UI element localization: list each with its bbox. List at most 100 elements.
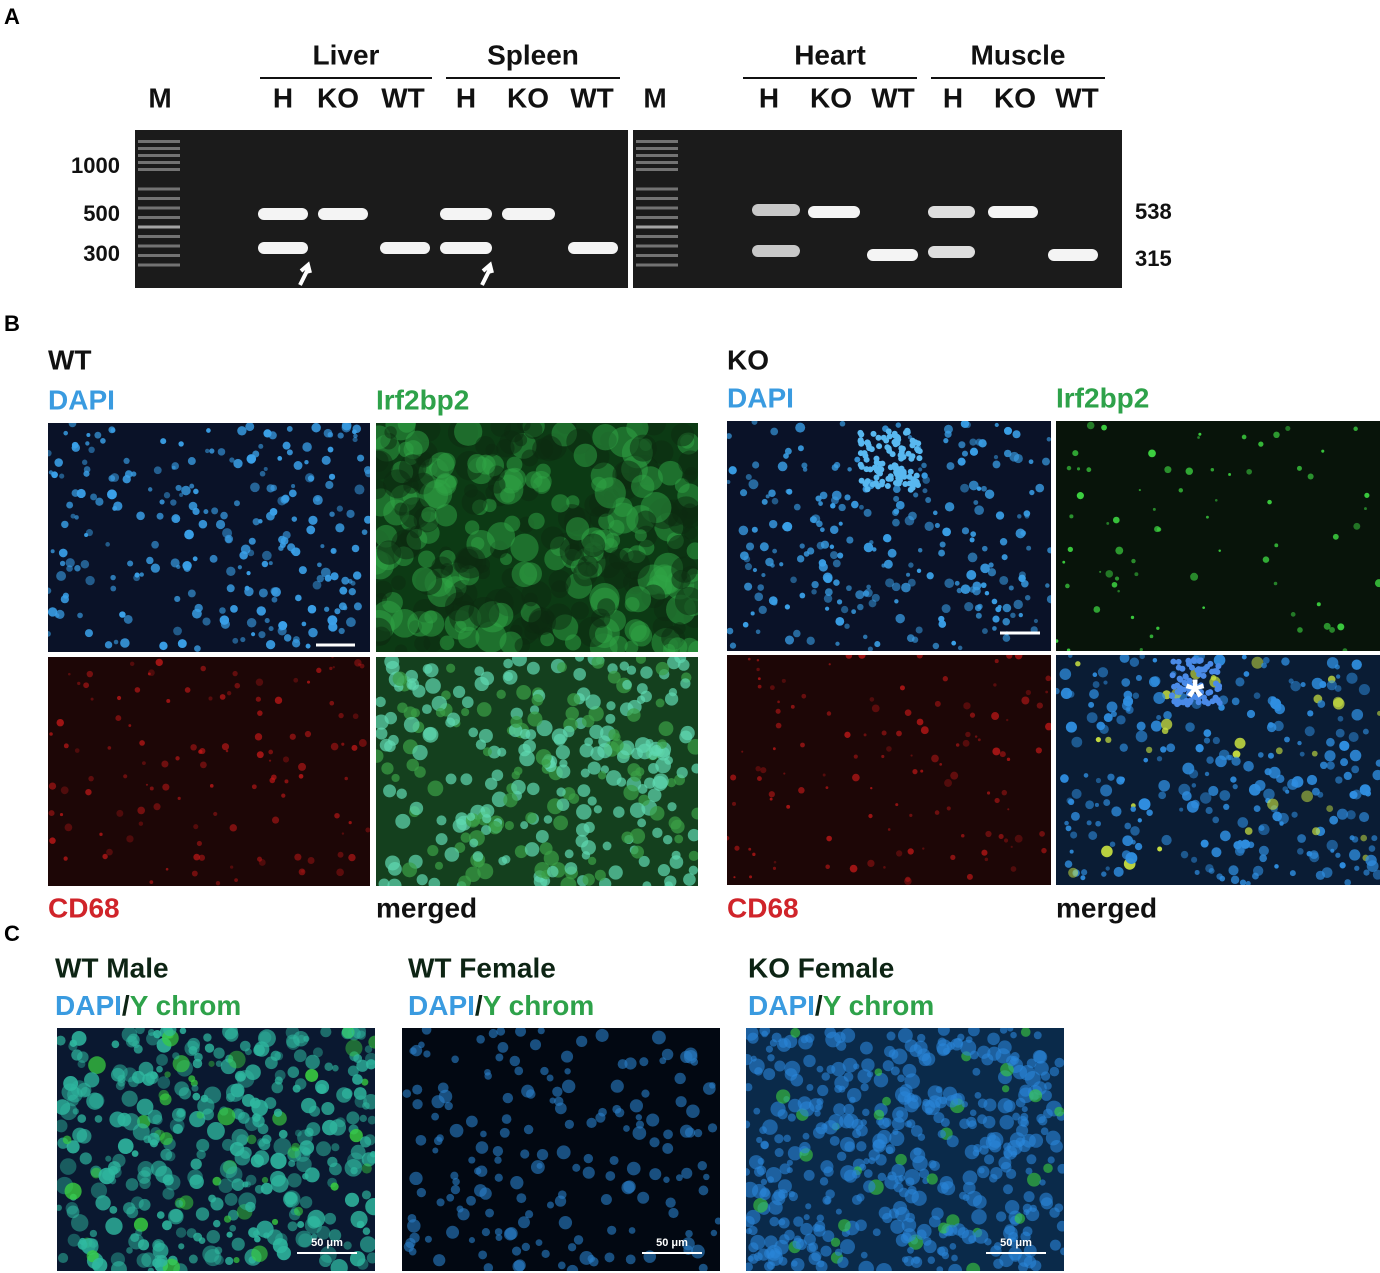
cell xyxy=(1007,808,1010,811)
cell xyxy=(558,1215,573,1230)
ladder-band xyxy=(138,161,180,164)
cell xyxy=(48,782,57,790)
cell xyxy=(1203,737,1211,744)
cell xyxy=(778,1217,790,1229)
cell xyxy=(67,1233,81,1247)
cell xyxy=(917,1048,931,1062)
cell xyxy=(348,853,356,862)
cell xyxy=(936,1043,950,1057)
cell xyxy=(621,1180,635,1195)
cell xyxy=(878,1206,892,1220)
cell xyxy=(257,856,263,862)
cell xyxy=(352,1074,363,1085)
cell xyxy=(1035,483,1045,493)
cell xyxy=(822,773,826,777)
cell xyxy=(904,877,912,885)
cell xyxy=(568,793,580,804)
cell xyxy=(1252,872,1259,880)
cell xyxy=(1080,875,1086,881)
lane-label: WT xyxy=(1055,82,1099,113)
cell xyxy=(397,423,416,433)
cell xyxy=(499,1127,510,1138)
cell xyxy=(962,1194,970,1202)
cell xyxy=(329,700,335,706)
cell xyxy=(88,446,95,454)
cell xyxy=(520,1149,530,1159)
cell xyxy=(1321,867,1333,878)
cell xyxy=(1015,528,1026,539)
cell xyxy=(639,1057,649,1067)
cell xyxy=(319,1246,337,1263)
cell xyxy=(823,1120,838,1135)
cell xyxy=(752,461,760,469)
cell xyxy=(117,1078,126,1087)
cell xyxy=(576,1035,588,1047)
cell xyxy=(892,518,900,527)
cell xyxy=(1175,664,1182,671)
cell xyxy=(798,786,805,794)
cell xyxy=(756,667,760,672)
cell xyxy=(480,804,495,818)
cell xyxy=(151,540,159,549)
cell xyxy=(984,590,990,596)
cell xyxy=(344,1159,363,1177)
cell xyxy=(892,464,899,471)
cell xyxy=(843,1169,858,1183)
cell xyxy=(1010,1150,1017,1158)
cell xyxy=(1023,1191,1035,1203)
cell xyxy=(985,830,992,838)
cell xyxy=(252,1113,261,1122)
cell xyxy=(942,527,952,537)
cell xyxy=(801,462,808,469)
cell xyxy=(460,773,473,786)
cell xyxy=(655,698,665,708)
cell xyxy=(1248,783,1261,796)
cell xyxy=(1043,1108,1053,1119)
cell xyxy=(1054,1057,1064,1068)
cell xyxy=(271,596,278,603)
cell xyxy=(335,523,345,533)
cell xyxy=(872,480,879,487)
cell xyxy=(501,1114,512,1124)
cell xyxy=(887,464,894,471)
cell xyxy=(858,655,866,659)
cell xyxy=(909,453,916,460)
cell xyxy=(1335,674,1341,679)
image-content xyxy=(727,655,1051,885)
cell xyxy=(1033,1031,1042,1040)
cell xyxy=(994,797,1000,804)
cell xyxy=(1262,556,1270,563)
cell xyxy=(234,1070,247,1082)
cell xyxy=(113,501,123,511)
cell xyxy=(159,1093,172,1106)
cell xyxy=(465,1115,478,1128)
cell xyxy=(626,1161,641,1176)
cell xyxy=(977,1098,988,1109)
cell xyxy=(1002,617,1010,626)
cell xyxy=(271,1218,279,1225)
cell xyxy=(1300,681,1306,688)
cell xyxy=(68,423,77,428)
cell xyxy=(919,1168,930,1179)
cell xyxy=(153,1029,162,1039)
cell xyxy=(869,697,875,702)
cell xyxy=(941,604,951,614)
cell xyxy=(864,588,873,598)
cell xyxy=(104,641,113,649)
cell xyxy=(942,676,948,682)
cell xyxy=(1234,737,1246,749)
cell xyxy=(819,1177,829,1186)
cell xyxy=(86,1092,104,1110)
lane-label: WT xyxy=(570,82,614,113)
cell xyxy=(1085,800,1094,810)
cell xyxy=(1013,599,1023,610)
cell xyxy=(748,1155,764,1170)
cell xyxy=(198,1237,206,1244)
cell xyxy=(272,1238,288,1254)
cell xyxy=(844,623,850,629)
cell xyxy=(1100,784,1113,797)
cell xyxy=(338,602,347,611)
cell xyxy=(148,669,155,677)
cell xyxy=(954,580,960,586)
cell xyxy=(1161,834,1172,846)
